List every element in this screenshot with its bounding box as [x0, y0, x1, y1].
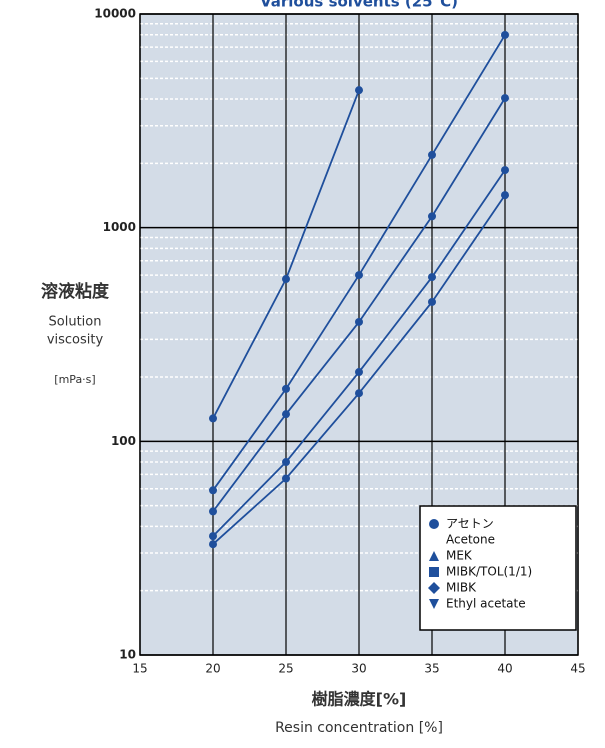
data-point [209, 532, 217, 541]
y-unit: [mPa·s] [54, 373, 95, 386]
x-label-en: Resin concentration [%] [275, 720, 443, 736]
legend-label: MIBK/TOL(1/1) [446, 565, 532, 579]
data-point [209, 486, 217, 495]
data-point [355, 86, 363, 95]
marker [429, 599, 439, 609]
y-label-en: Solution [49, 315, 102, 330]
chart-title: Various solvents (25°C) [260, 0, 458, 11]
x-tick-label: 40 [497, 662, 512, 676]
data-point [501, 166, 509, 175]
x-tick-label: 45 [570, 662, 585, 676]
data-point [355, 317, 363, 326]
y-label: 溶液粘度 [41, 281, 110, 302]
data-point [282, 384, 290, 393]
x-label: 樹脂濃度[%] [312, 690, 407, 709]
data-point [209, 414, 217, 423]
legend-label: Acetone [446, 533, 495, 547]
data-point [428, 273, 436, 282]
data-point [428, 212, 436, 221]
data-point [282, 410, 290, 419]
y-tick-label: 10 [119, 648, 136, 662]
data-point [282, 275, 290, 284]
x-tick-label: 30 [351, 662, 366, 676]
legend-label: MEK [446, 549, 473, 563]
y-tick-label: 1000 [103, 220, 136, 234]
legend-box [419, 505, 577, 631]
data-point [501, 30, 509, 39]
data-point [282, 474, 290, 483]
data-point [355, 271, 363, 280]
marker [428, 582, 440, 594]
data-point [282, 458, 290, 467]
marker [429, 551, 439, 561]
data-point [501, 94, 509, 103]
x-tick-label: 20 [205, 662, 220, 676]
marker [429, 519, 439, 529]
y-tick-label: 100 [111, 434, 136, 448]
y-label-en: viscosity [47, 333, 104, 348]
data-point [428, 297, 436, 306]
legend-label: MIBK [446, 581, 477, 595]
marker [429, 567, 439, 577]
x-tick-label: 35 [424, 662, 439, 676]
legend-label: アセトン [446, 517, 494, 531]
x-tick-label: 25 [278, 662, 293, 676]
legend-label: Ethyl acetate [446, 597, 526, 611]
data-point [209, 507, 217, 516]
data-point [501, 191, 509, 200]
y-tick-label: 10000 [94, 7, 136, 21]
x-tick-label: 15 [132, 662, 147, 676]
data-point [355, 389, 363, 398]
data-point [209, 540, 217, 549]
data-point [355, 368, 363, 377]
data-point [428, 150, 436, 159]
